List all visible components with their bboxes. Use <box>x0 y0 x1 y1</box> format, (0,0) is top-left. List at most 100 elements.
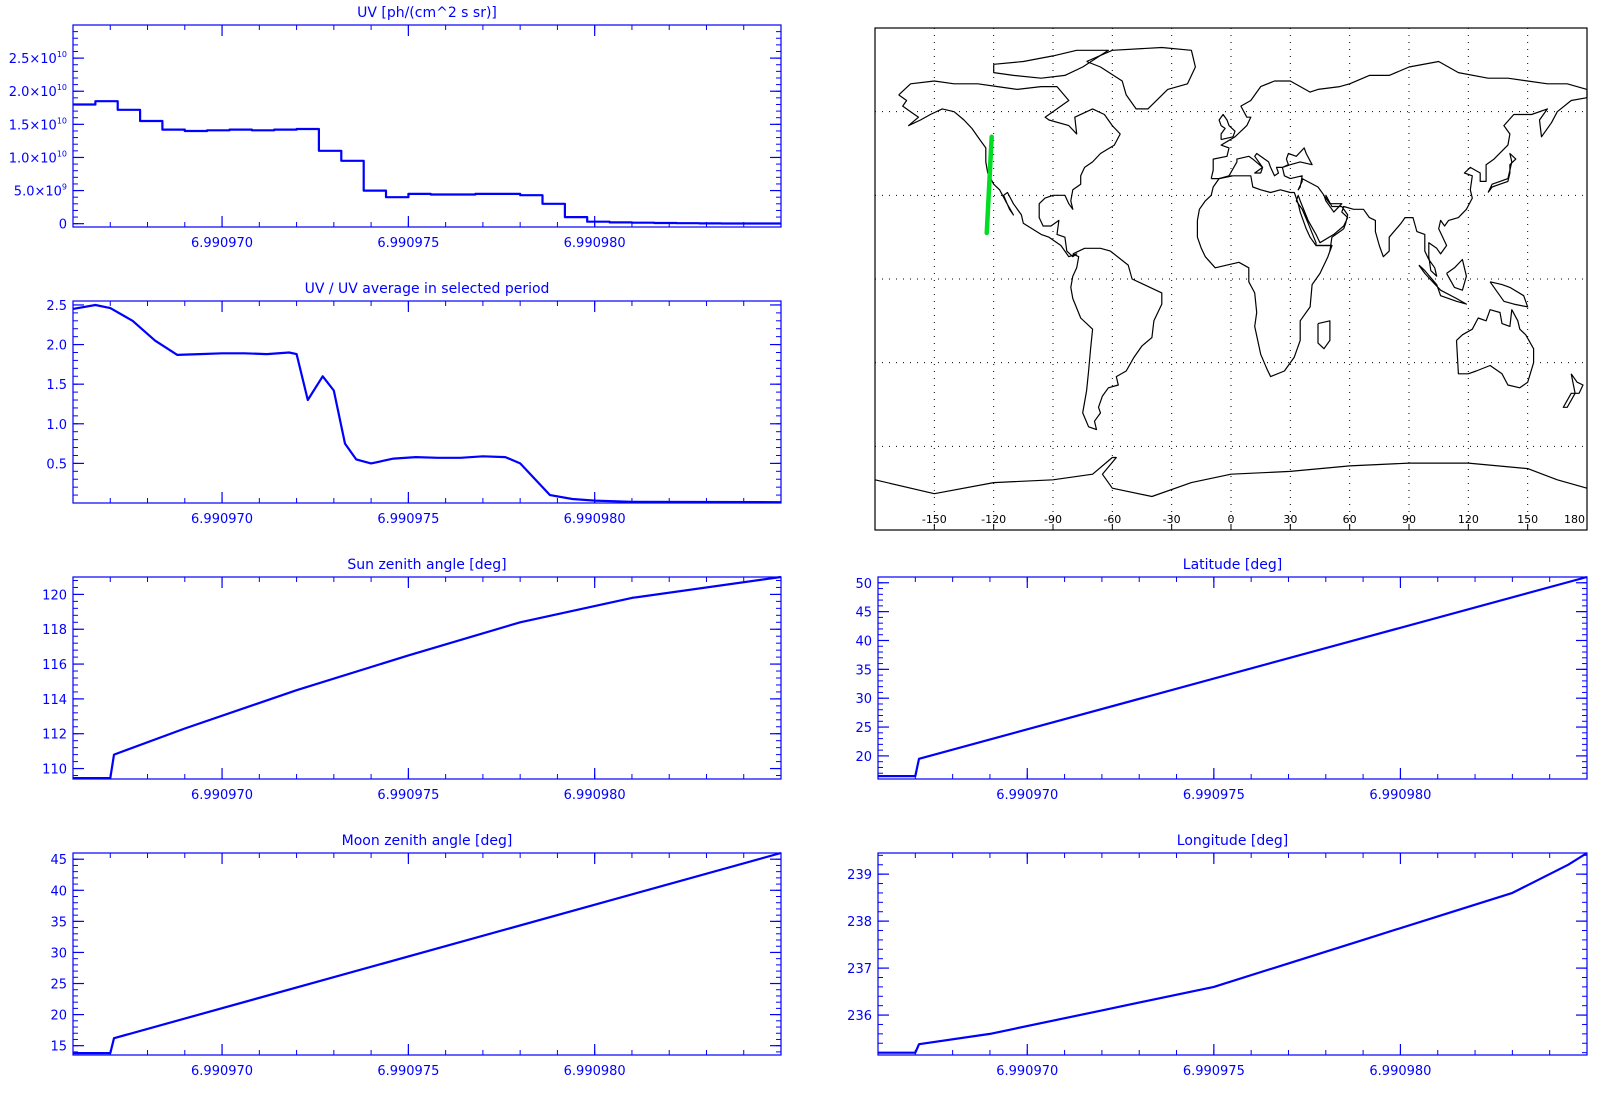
y-tick-label: 25 <box>855 721 872 736</box>
coastline-south-america <box>1070 247 1163 431</box>
chart-title: Moon zenith angle [deg] <box>342 833 513 849</box>
chart-uvratio: UV / UV average in selected period 0.5 1.0… <box>46 281 782 527</box>
plot-frame <box>72 24 782 228</box>
y-tick-label: 239 <box>847 868 872 883</box>
chart-title: Sun zenith angle [deg] <box>347 557 506 573</box>
y-tick-label: 2.0×1010 <box>9 83 67 100</box>
coastline-australia <box>1455 309 1535 389</box>
map-x-tick-label: -150 <box>922 513 947 526</box>
x-tick-label: 6.990980 <box>564 788 626 803</box>
coastline-madagascar <box>1317 320 1331 350</box>
x-tick-label: 6.990970 <box>191 512 253 527</box>
map-x-tick-label: 150 <box>1517 513 1538 526</box>
series-line <box>878 575 1588 778</box>
y-tick-label: 120 <box>42 588 67 603</box>
map-x-tick-label: -90 <box>1044 513 1062 526</box>
chart-lon: Longitude [deg] 236 237 238 239 6.990970 6.990… <box>847 833 1588 1079</box>
map-x-tick-label: 60 <box>1343 513 1357 526</box>
coastline-eurasia <box>1210 60 1588 277</box>
y-tick-label: 35 <box>50 915 67 930</box>
world-map-panel: -150 -120 -90 -60 -30 0 30 60 90 120 150 180 <box>874 27 1588 531</box>
y-tick-label: 1.5 <box>46 378 67 393</box>
y-tick-label: 112 <box>42 728 67 743</box>
chart-title: Latitude [deg] <box>1183 557 1282 573</box>
y-tick-mantissa: 2.5×10 <box>9 52 57 67</box>
y-tick-exponent: 9 <box>62 183 67 192</box>
y-tick-label: 114 <box>42 693 67 708</box>
coastline-arctic-islands <box>993 49 1109 79</box>
y-tick-exponent: 10 <box>57 149 67 158</box>
plot-frame <box>877 852 1588 1056</box>
coastline-britain <box>1218 113 1236 141</box>
series-line <box>73 100 781 225</box>
y-tick-label: 20 <box>855 750 872 765</box>
y-tick-label: 35 <box>855 663 872 678</box>
y-tick-label: 1.5×1010 <box>9 116 67 133</box>
coastline-japan <box>1487 152 1517 193</box>
map-longitude-ticks: -150 -120 -90 -60 -30 0 30 60 90 120 150 180 <box>922 513 1588 530</box>
map-x-tick-label: -60 <box>1103 513 1121 526</box>
coastline-antarctica <box>874 456 1588 498</box>
x-tick-label: 6.990980 <box>1369 788 1431 803</box>
y-tick-label: 15 <box>50 1040 67 1055</box>
series-line <box>73 851 782 1055</box>
y-tick-label: 0 <box>59 218 67 233</box>
coastline-borneo <box>1446 258 1467 291</box>
y-tick-label: 2.0 <box>46 339 67 354</box>
plot-frame <box>72 852 782 1056</box>
chart-mza: Moon zenith angle [deg] 15 20 25 30 35 40 45 6.9… <box>50 833 782 1079</box>
plot-frame <box>877 576 1588 780</box>
plot-frame <box>72 300 782 504</box>
map-x-tick-label: 30 <box>1283 513 1297 526</box>
y-tick-label: 110 <box>42 763 67 778</box>
map-coastlines <box>874 46 1588 498</box>
map-frame <box>874 27 1588 531</box>
y-tick-exponent: 10 <box>57 83 67 92</box>
chart-uv: UV [ph/(cm^2 s sr)]05.0×1091.0×10101.5×1… <box>9 5 782 251</box>
plot-frame <box>72 576 782 780</box>
map-x-tick-label: 0 <box>1228 513 1235 526</box>
y-tick-mantissa: 0 <box>59 218 67 233</box>
y-tick-mantissa: 1.0×10 <box>9 151 57 166</box>
x-tick-label: 6.990980 <box>564 512 626 527</box>
series-line <box>878 852 1588 1054</box>
y-tick-label: 2.5×1010 <box>9 50 67 67</box>
y-tick-label: 45 <box>855 606 872 621</box>
series-line <box>72 303 782 504</box>
y-tick-mantissa: 5.0×10 <box>14 185 62 200</box>
map-x-tick-label: 120 <box>1458 513 1479 526</box>
y-tick-label: 118 <box>42 623 67 638</box>
chart-lat: Latitude [deg] 20 25 30 35 40 45 50 6.990970 6.99… <box>855 557 1588 803</box>
y-tick-label: 238 <box>847 915 872 930</box>
map-x-tick-label: 180 <box>1564 513 1585 526</box>
x-tick-label: 6.990975 <box>377 788 439 803</box>
chart-title: Longitude [deg] <box>1177 833 1288 849</box>
y-tick-label: 40 <box>50 884 67 899</box>
y-tick-exponent: 10 <box>57 116 67 125</box>
x-tick-label: 6.990980 <box>564 1064 626 1079</box>
x-tick-label: 6.990975 <box>1183 1064 1245 1079</box>
y-tick-label: 45 <box>50 853 67 868</box>
y-tick-label: 30 <box>50 946 67 961</box>
x-tick-label: 6.990975 <box>377 236 439 251</box>
x-tick-label: 6.990970 <box>996 1064 1058 1079</box>
chart-title: UV / UV average in selected period <box>305 281 550 297</box>
orbit-track-line <box>984 134 994 236</box>
y-tick-exponent: 10 <box>57 50 67 59</box>
x-tick-label: 6.990970 <box>191 236 253 251</box>
y-tick-label: 40 <box>855 634 872 649</box>
y-tick-label: 116 <box>42 658 67 673</box>
coastline-north-america <box>898 80 1121 258</box>
map-graticule <box>875 28 1587 530</box>
coastline-indonesia <box>1418 264 1467 305</box>
y-tick-label: 5.0×109 <box>14 183 67 200</box>
coastline-greenland <box>1086 46 1196 110</box>
x-tick-label: 6.990970 <box>996 788 1058 803</box>
y-tick-label: 20 <box>50 1009 67 1024</box>
y-tick-label: 50 <box>855 577 872 592</box>
y-tick-label: 237 <box>847 962 872 977</box>
x-tick-label: 6.990980 <box>1369 1064 1431 1079</box>
coastline-new-guinea <box>1489 281 1529 308</box>
coastline-new-zealand <box>1562 373 1584 408</box>
